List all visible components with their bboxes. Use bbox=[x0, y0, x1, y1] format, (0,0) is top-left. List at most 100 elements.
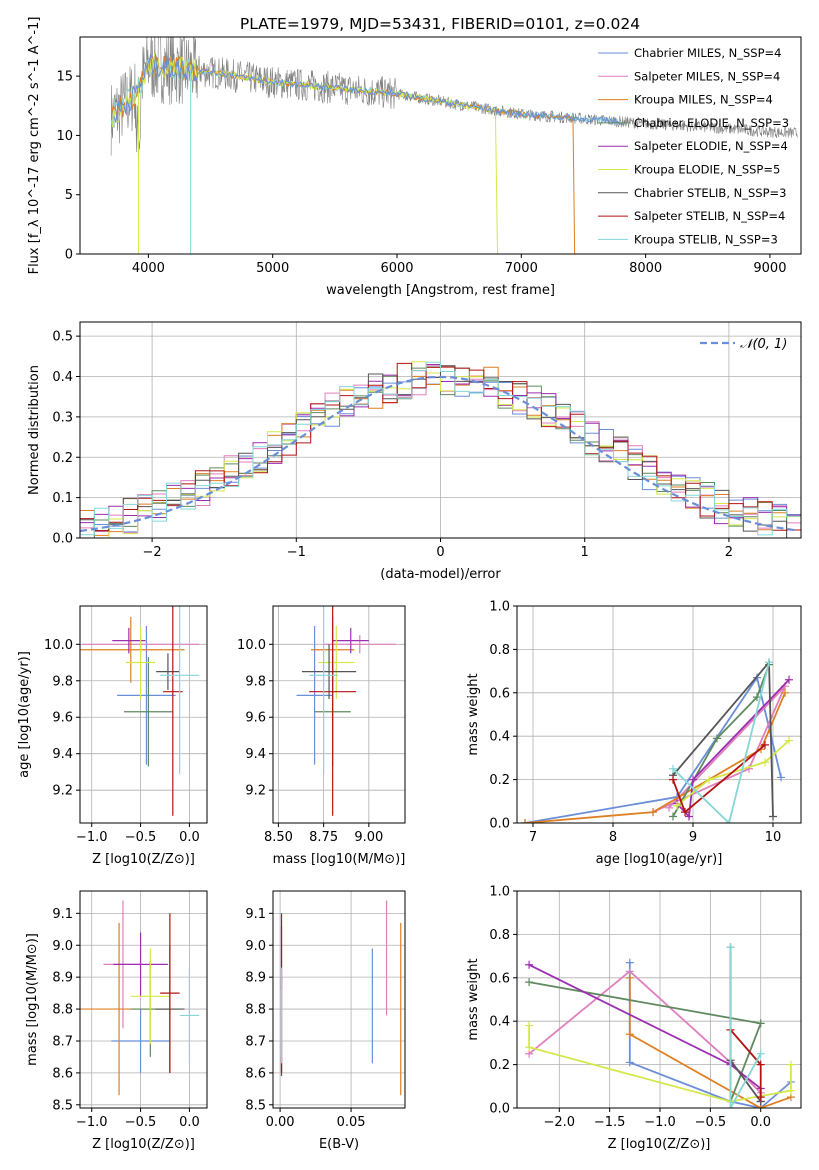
x-tick-label: −2 bbox=[143, 545, 162, 560]
weight-marker bbox=[525, 1043, 534, 1052]
weight-marker bbox=[781, 688, 789, 697]
y-tick-label: 8.6 bbox=[52, 1066, 73, 1081]
y-tick-label: 8.7 bbox=[52, 1034, 73, 1049]
weight-marker bbox=[521, 819, 529, 823]
y-tick-label: 0.1 bbox=[52, 491, 73, 506]
weight-marker bbox=[785, 736, 793, 745]
weight-marker bbox=[785, 675, 793, 684]
x-tick-label: 0.0 bbox=[750, 1115, 771, 1130]
weight-line bbox=[729, 947, 762, 1108]
legend-entry: Salpeter STELIB, N_SSP=4 bbox=[634, 209, 785, 223]
legend-entry: Kroupa MILES, N_SSP=4 bbox=[634, 93, 773, 107]
panel-weight-vs-Z: −2.0 −1.5 −1.0 −0.5 0.0 0.0 0.2 0.4 0.6 0.8 1.0 Z [… bbox=[466, 885, 802, 1152]
y-tick-label: 0.2 bbox=[52, 451, 73, 466]
weight-marker bbox=[669, 764, 677, 773]
weight-marker bbox=[777, 773, 785, 782]
y-tick-label: 0.2 bbox=[489, 1058, 510, 1073]
x-axis-label: Z [log10(Z/Z⊙)] bbox=[92, 852, 195, 867]
y-tick-label: 9.0 bbox=[52, 939, 73, 954]
panel-spectrum: 4000 5000 6000 7000 8000 9000 0 5 10 15 wavelength… bbox=[27, 17, 802, 298]
plot-area bbox=[521, 658, 793, 823]
y-tick-label: 8.9 bbox=[245, 971, 266, 986]
weight-line bbox=[652, 685, 786, 813]
weight-marker bbox=[756, 1049, 765, 1058]
weight-marker bbox=[525, 1021, 534, 1030]
panel-mass-vs-EBV: 0.00 0.05 8.5 8.6 8.7 8.8 8.9 9.0 9.1 E(B-V) bbox=[245, 890, 406, 1152]
y-tick-label: 8.6 bbox=[245, 1066, 266, 1081]
weight-line bbox=[628, 977, 792, 1108]
y-tick-label: 0.4 bbox=[489, 730, 510, 745]
weight-marker bbox=[756, 1060, 765, 1069]
panel-weight-vs-age: 7 8 9 10 0.0 0.2 0.4 0.6 0.8 1.0 age [log10(age/yr… bbox=[466, 600, 802, 867]
weight-line bbox=[524, 675, 782, 823]
y-axis-label: age [log10(age/yr)] bbox=[17, 651, 32, 778]
y-tick-label: 10 bbox=[56, 129, 73, 144]
weight-marker bbox=[725, 819, 733, 823]
y-tick-label: 8.8 bbox=[52, 1003, 73, 1018]
y-tick-label: 9.6 bbox=[52, 711, 73, 726]
legend-entry: Salpeter MILES, N_SSP=4 bbox=[634, 69, 780, 83]
x-tick-label: −0.5 bbox=[125, 830, 157, 845]
weight-marker bbox=[625, 1030, 634, 1039]
x-tick-label: 8000 bbox=[629, 261, 662, 276]
x-axis-label: Z [log10(Z/Z⊙)] bbox=[92, 1137, 195, 1152]
x-tick-label: 9 bbox=[689, 830, 697, 845]
weight-marker bbox=[756, 1019, 765, 1028]
y-tick-label: 0.0 bbox=[489, 817, 510, 832]
x-tick-label: 4000 bbox=[132, 261, 165, 276]
axes-frame bbox=[272, 890, 406, 1109]
x-tick-label: 8.75 bbox=[309, 830, 338, 845]
y-tick-label: 0.6 bbox=[489, 971, 510, 986]
x-tick-label: −0.5 bbox=[695, 1115, 727, 1130]
x-tick-label: 1 bbox=[581, 545, 589, 560]
panel-age-vs-Z: −1.0 −0.5 0.0 9.2 9.4 9.6 9.8 10.0 Z [log10(Z/Z⊙… bbox=[17, 605, 208, 867]
legend-entry: Chabrier STELIB, N_SSP=3 bbox=[634, 186, 786, 200]
x-axis-label: mass [log10(M/M⊙)] bbox=[273, 852, 406, 867]
x-tick-label: 2 bbox=[725, 545, 733, 560]
plot-area bbox=[110, 37, 798, 254]
model-spectrum bbox=[112, 53, 499, 254]
legend-entry: Chabrier ELODIE, N_SSP=3 bbox=[634, 116, 789, 130]
x-axis-label: (data-model)/error bbox=[380, 567, 501, 582]
weight-marker bbox=[681, 808, 689, 817]
y-tick-label: 8.9 bbox=[52, 971, 73, 986]
weight-marker bbox=[765, 658, 773, 667]
panel-mass-vs-Z: −1.0 −0.5 0.0 8.5 8.6 8.7 8.8 8.9 9.0 9.1 Z [log10… bbox=[25, 890, 208, 1152]
y-tick-label: 9.8 bbox=[245, 674, 266, 689]
weight-marker bbox=[761, 740, 769, 749]
legend-entry: Kroupa ELODIE, N_SSP=5 bbox=[634, 163, 780, 177]
x-axis-label: wavelength [Angstrom, rest frame] bbox=[326, 283, 555, 298]
weight-marker bbox=[625, 958, 634, 967]
legend-entry: 𝒩(0, 1) bbox=[740, 337, 787, 352]
x-tick-label: 9000 bbox=[753, 261, 786, 276]
y-tick-label: 9.8 bbox=[52, 674, 73, 689]
weight-marker bbox=[649, 808, 657, 817]
x-tick-label: 10 bbox=[765, 830, 782, 845]
x-tick-label: −1.0 bbox=[644, 1115, 676, 1130]
legend: 𝒩(0, 1) bbox=[700, 337, 787, 352]
legend-entry: Salpeter ELODIE, N_SSP=4 bbox=[634, 139, 788, 153]
y-tick-label: 5 bbox=[65, 188, 73, 203]
legend: Chabrier MILES, N_SSP=4 Salpeter MILES, N… bbox=[598, 46, 789, 246]
y-tick-label: 0.0 bbox=[52, 532, 73, 547]
y-axis-label: Normed distribution bbox=[27, 365, 42, 495]
y-axis-label: mass weight bbox=[466, 958, 481, 1040]
x-tick-label: 7 bbox=[529, 830, 537, 845]
plot-area bbox=[80, 900, 200, 1096]
weight-marker bbox=[786, 1060, 795, 1069]
y-tick-label: 0.4 bbox=[489, 1015, 510, 1030]
plot-area bbox=[296, 606, 396, 816]
y-axis-label: mass [log10(M/M⊙)] bbox=[25, 933, 40, 1066]
weight-line bbox=[672, 662, 770, 823]
plot-area bbox=[525, 943, 795, 1108]
y-tick-label: 0 bbox=[65, 248, 73, 263]
axes-frame bbox=[79, 321, 802, 539]
axes-frame bbox=[79, 36, 802, 255]
axes-frame bbox=[79, 605, 208, 824]
panel-age-vs-mass: 8.50 8.75 9.00 9.2 9.4 9.6 9.8 10.0 mass [log10(… bbox=[237, 605, 406, 867]
weight-marker bbox=[525, 978, 534, 987]
x-tick-label: 8.50 bbox=[264, 830, 293, 845]
model-spectrum bbox=[111, 55, 576, 254]
y-tick-label: 8.8 bbox=[245, 1003, 266, 1018]
x-tick-label: 6000 bbox=[380, 261, 413, 276]
